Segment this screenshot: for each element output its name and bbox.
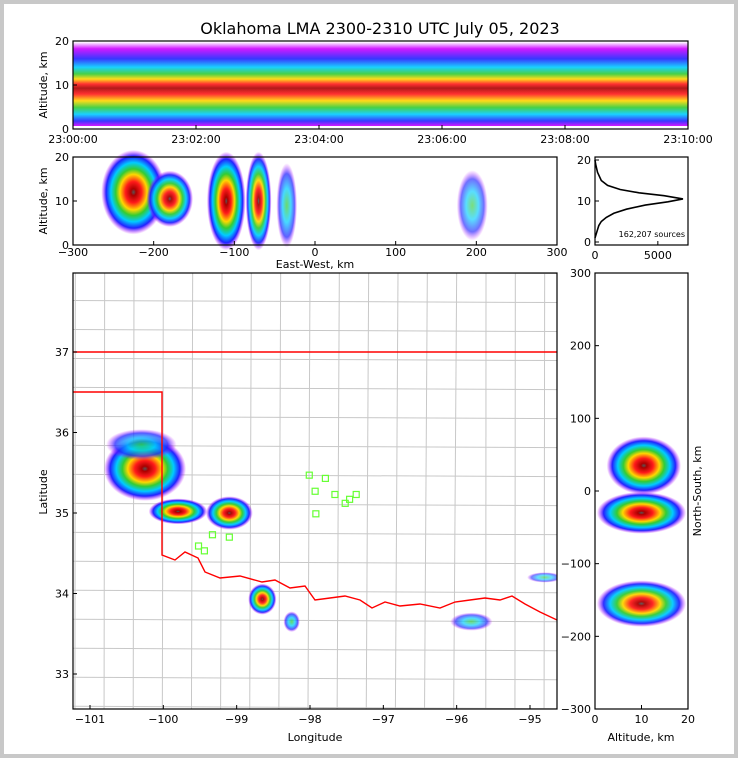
y-tick-label: 20 — [577, 154, 591, 167]
y-tick-label: 20 — [55, 151, 69, 164]
y-tick-label: 20 — [55, 35, 69, 48]
lightning-source-cluster — [101, 149, 166, 235]
altitude-histogram-panel: 0 5000 0 10 20 162,207 sources — [577, 154, 689, 262]
x-tick-label: −95 — [518, 713, 541, 726]
x-tick-label: −101 — [75, 713, 105, 726]
lma-figure: Oklahoma LMA 2300-2310 UTC July 05, 2023… — [37, 19, 713, 744]
x-tick-label: 100 — [385, 246, 406, 259]
x-tick-label: 0 — [312, 246, 319, 259]
y-tick-label: 0 — [584, 485, 591, 498]
y-axis-label: North-South, km — [691, 446, 704, 537]
lma-station-marker — [312, 510, 320, 518]
y-tick-label: 34 — [55, 588, 69, 601]
lightning-source-cluster — [148, 498, 208, 525]
lightning-source-cluster — [606, 436, 682, 495]
y-tick-label: 300 — [570, 267, 591, 280]
x-tick-label: 23:10:00 — [663, 133, 712, 146]
lma-station-marker — [331, 490, 339, 499]
x-tick-label: −96 — [445, 713, 468, 726]
lma-station-marker — [352, 490, 360, 499]
y-tick-label: 33 — [55, 668, 69, 681]
x-tick-label: 23:02:00 — [171, 133, 220, 146]
x-tick-label: −200 — [139, 246, 169, 259]
north-south-altitude-panel: 0 10 20 −300 −200 −100 0 100 200 300 Altitude, km… — [561, 267, 704, 744]
x-tick-label: 10 — [635, 713, 649, 726]
x-tick-label: 23:08:00 — [540, 133, 589, 146]
lma-station-marker — [321, 474, 329, 482]
y-tick-label: 0 — [62, 239, 69, 252]
x-axis-label: East-West, km — [276, 258, 354, 271]
lightning-source-cluster — [283, 611, 300, 632]
x-tick-label: −98 — [298, 713, 321, 726]
figure-title: Oklahoma LMA 2300-2310 UTC July 05, 2023 — [200, 19, 559, 38]
x-axis-label: Longitude — [288, 731, 343, 744]
y-tick-label: −200 — [561, 630, 591, 643]
x-tick-label: −97 — [372, 713, 395, 726]
histogram-line — [594, 159, 684, 239]
x-tick-label: 5000 — [644, 249, 672, 262]
y-tick-label: −100 — [561, 558, 591, 571]
lightning-source-cluster — [248, 583, 277, 615]
lma-station-marker — [341, 499, 349, 507]
y-tick-label: 35 — [55, 507, 69, 520]
lma-station-marker — [208, 531, 217, 539]
lightning-source-cluster — [450, 612, 493, 631]
y-tick-label: 10 — [55, 195, 69, 208]
x-tick-label: 23:04:00 — [294, 133, 343, 146]
x-tick-label: 200 — [466, 246, 487, 259]
plan-view-map-panel: −101 −100 −99 −98 −97 −96 −95 33 34 35 36 37 Longit… — [37, 272, 558, 744]
time-altitude-panel: 23:00:00 23:02:00 23:04:00 23:06:00 23:08:00… — [37, 35, 713, 146]
lightning-source-cluster — [596, 491, 687, 534]
y-tick-label: 10 — [577, 195, 591, 208]
lma-station-marker — [194, 542, 203, 550]
lma-station-marker — [225, 533, 233, 541]
lightning-source-cluster — [456, 170, 488, 241]
x-tick-label: 23:06:00 — [417, 133, 466, 146]
x-tick-label: 0 — [592, 713, 599, 726]
y-tick-label: 200 — [570, 340, 591, 353]
figure: Oklahoma LMA 2300-2310 UTC July 05, 2023… — [4, 4, 734, 754]
x-tick-label: −99 — [225, 713, 248, 726]
y-tick-label: 36 — [55, 427, 69, 440]
x-tick-label: −300 — [58, 246, 88, 259]
lightning-source-cluster — [596, 580, 687, 627]
lightning-source-cluster — [206, 151, 246, 251]
lightning-source-cluster — [146, 170, 194, 227]
y-axis-label: Altitude, km — [37, 51, 50, 118]
x-tick-label: −100 — [148, 713, 178, 726]
y-tick-label: 100 — [570, 412, 591, 425]
x-tick-label: 0 — [592, 249, 599, 262]
y-tick-label: 0 — [62, 123, 69, 136]
y-tick-label: 10 — [55, 79, 69, 92]
y-tick-label: −300 — [561, 703, 591, 716]
time-density-band — [73, 42, 688, 126]
y-axis-label: Altitude, km — [37, 167, 50, 234]
x-tick-label: 20 — [681, 713, 695, 726]
x-tick-label: 23:00:00 — [48, 133, 97, 146]
lma-station-marker — [346, 495, 354, 503]
source-count: 162,207 sources — [619, 230, 685, 239]
y-axis-label: Latitude — [37, 469, 50, 515]
x-axis-label: Altitude, km — [607, 731, 674, 744]
state-border — [73, 351, 557, 621]
lma-station-marker — [305, 471, 313, 479]
lma-station-marker — [200, 547, 208, 555]
lightning-source-cluster — [205, 496, 253, 530]
y-tick-label: 37 — [55, 346, 69, 359]
lightning-source-cluster — [245, 151, 272, 251]
lightning-source-cluster — [106, 429, 177, 461]
x-tick-label: 300 — [547, 246, 568, 259]
y-tick-label: 0 — [584, 236, 591, 249]
lightning-source-cluster — [276, 163, 298, 248]
lma-station-marker — [311, 487, 319, 495]
east-west-altitude-panel: −300 −200 −100 0 100 200 300 0 10 20 East-West, k… — [37, 149, 568, 271]
lightning-source-cluster — [527, 572, 557, 583]
x-tick-label: −100 — [219, 246, 249, 259]
